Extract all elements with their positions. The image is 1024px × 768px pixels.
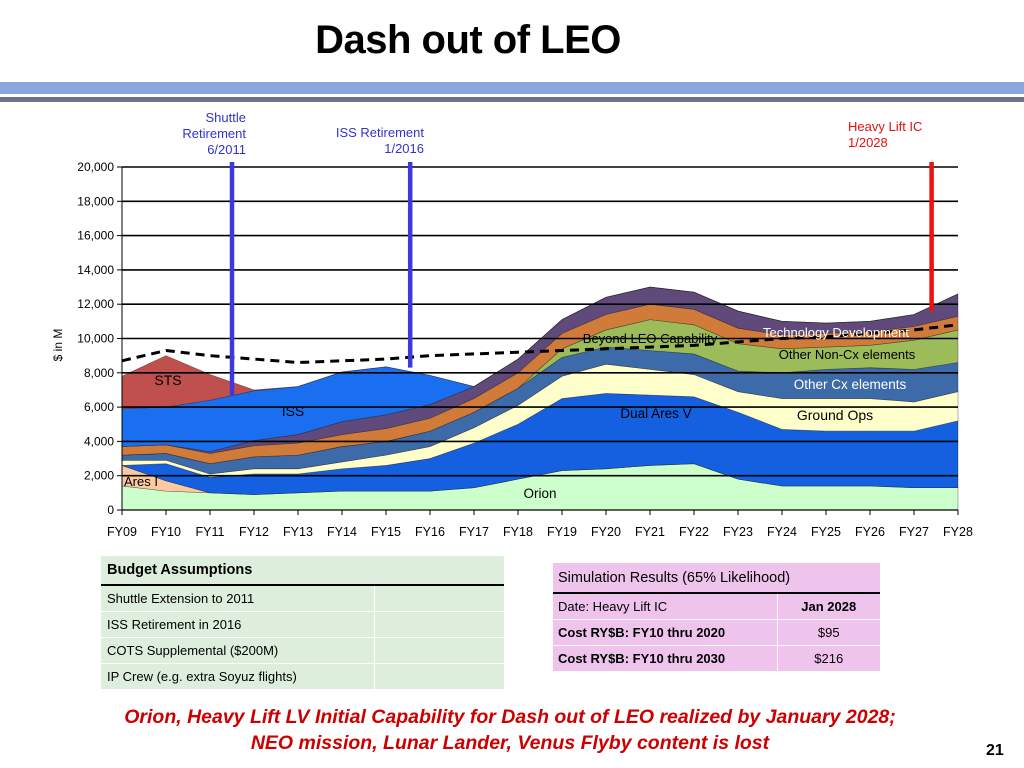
x-tick-label: FY24 [767, 525, 797, 539]
budget-cell: ISS Retirement in 2016 [101, 610, 374, 637]
iss-annotation-line1: ISS Retirement [335, 125, 424, 140]
sim-label-cell: Cost RY$B: FY10 thru 2030 [553, 644, 777, 671]
y-tick-label: 2,000 [84, 469, 114, 483]
x-tick-label: FY13 [283, 525, 313, 539]
budget-area-chart: 0 2,000 4,000 6,000 8,000 10,000 12,000 14,000 1… [51, 160, 973, 539]
table-row: COTS Supplemental ($200M) [101, 636, 504, 663]
area-series-group [121, 286, 959, 511]
x-tick-label: FY10 [151, 525, 181, 539]
budget-cell: IP Crew (e.g. extra Soyuz flights) [101, 662, 374, 689]
sim-label-cell: Date: Heavy Lift IC [553, 592, 777, 619]
slide-title: Dash out of LEO [315, 18, 621, 62]
sim-value-cell: $95 [776, 618, 880, 645]
x-tick-label: FY28 [943, 525, 973, 539]
divider-stripe-light [0, 82, 1024, 94]
x-tick-label: FY18 [503, 525, 533, 539]
y-tick-label: 18,000 [77, 194, 114, 208]
x-tick-label: FY19 [547, 525, 577, 539]
x-tick-label: FY25 [811, 525, 841, 539]
divider-stripe-dark [0, 97, 1024, 102]
y-tick-label: 14,000 [77, 263, 114, 277]
x-tick-label: FY27 [899, 525, 929, 539]
label-other-non-cx-elements: Other Non-Cx elements [779, 347, 916, 362]
shuttle-annotation-line1: Shuttle [205, 110, 246, 125]
x-tick-label: FY15 [371, 525, 401, 539]
table-row: IP Crew (e.g. extra Soyuz flights) [101, 662, 504, 689]
budget-header-row: Budget Assumptions [101, 556, 504, 586]
shuttle-retirement-annotation: Shuttle Retirement 6/2011 [160, 110, 246, 158]
x-tick-label: FY16 [415, 525, 445, 539]
label-beyond-leo-capability: Beyond LEO Capability [583, 331, 718, 346]
gridline-group [117, 166, 958, 511]
budget-cell: COTS Supplemental ($200M) [101, 636, 374, 663]
x-tick-label-group: FY09 FY10 FY11 FY12 FY13 FY14 FY15 FY16 FY17 FY18… [107, 510, 973, 539]
y-tick-label: 20,000 [77, 160, 114, 174]
iss-retirement-annotation: ISS Retirement 1/2016 [310, 125, 424, 157]
budget-empty-cell [373, 610, 504, 637]
footer-line-1: Orion, Heavy Lift LV Initial Capability … [124, 706, 896, 728]
label-sts: STS [154, 372, 181, 388]
label-dual-ares-v: Dual Ares V [620, 406, 691, 421]
budget-empty-cell [373, 584, 504, 611]
shuttle-annotation-line3: 6/2011 [207, 142, 246, 157]
budget-line-group [121, 323, 959, 365]
sim-value-cell: $216 [776, 644, 880, 671]
budget-assumptions-table: Budget Assumptions Shuttle Extension to … [101, 556, 504, 689]
y-tick-label: 6,000 [84, 400, 114, 414]
budget-header: Budget Assumptions [101, 556, 504, 586]
y-tick-label: 0 [107, 503, 114, 517]
heavy-annotation-line1: Heavy Lift IC [848, 119, 923, 134]
label-orion: Orion [523, 486, 556, 501]
table-row: Shuttle Extension to 2011 [101, 584, 504, 611]
sim-label-cell: Cost RY$B: FY10 thru 2020 [553, 618, 777, 645]
sim-header: Simulation Results (65% Likelihood) [553, 563, 880, 594]
y-tick-label-group: 0 2,000 4,000 6,000 8,000 10,000 12,000 14,000 1… [77, 160, 114, 517]
page-number: 21 [986, 742, 1004, 759]
x-tick-label: FY21 [635, 525, 665, 539]
table-row: Cost RY$B: FY10 thru 2020 $95 [553, 618, 880, 645]
x-tick-label: FY09 [107, 525, 137, 539]
x-tick-label: FY17 [459, 525, 489, 539]
x-tick-label: FY11 [196, 525, 225, 539]
iss-annotation-line2: 1/2016 [384, 141, 424, 156]
marker-line-group [229, 162, 934, 396]
y-tick-label: 4,000 [84, 434, 114, 448]
table-row: Date: Heavy Lift IC Jan 2028 [553, 592, 880, 619]
simulation-results-table: Simulation Results (65% Likelihood) Date… [553, 563, 880, 671]
heavy-lift-annotation: Heavy Lift IC 1/2028 [848, 119, 948, 151]
budget-empty-cell [373, 662, 504, 689]
x-tick-label: FY26 [855, 525, 885, 539]
sim-header-row: Simulation Results (65% Likelihood) [553, 563, 880, 594]
title-divider-bar [0, 82, 1024, 102]
label-technology-development: Technology Development [763, 325, 909, 340]
budget-empty-cell [373, 636, 504, 663]
label-other-cx-elements: Other Cx elements [794, 377, 907, 392]
x-tick-label: FY23 [723, 525, 753, 539]
y-tick-label: 16,000 [77, 229, 114, 243]
y-tick-label: 8,000 [84, 366, 114, 380]
series-label-group: STS ISS Ares I Orion Dual Ares V Ground Ops Ot… [124, 325, 916, 501]
x-tick-label: FY20 [591, 525, 621, 539]
y-tick-label: 10,000 [77, 332, 114, 346]
footer-conclusion: Orion, Heavy Lift LV Initial Capability … [30, 704, 990, 756]
budget-cell: Shuttle Extension to 2011 [101, 584, 374, 611]
x-tick-label: FY12 [239, 525, 269, 539]
divider-stripe-gap [0, 94, 1024, 97]
budget-dashed-line [121, 323, 959, 365]
x-tick-label: FY22 [679, 525, 709, 539]
label-ground-ops: Ground Ops [797, 407, 873, 423]
heavy-annotation-line2: 1/2028 [848, 135, 888, 150]
sim-value-cell: Jan 2028 [776, 592, 880, 619]
label-iss: ISS [282, 403, 305, 419]
y-tick-label: 12,000 [77, 297, 114, 311]
footer-line-2: NEO mission, Lunar Lander, Venus Flyby c… [250, 732, 770, 754]
shuttle-annotation-line2: Retirement [182, 126, 246, 141]
table-row: ISS Retirement in 2016 [101, 610, 504, 637]
y-axis-label: $ in M [51, 329, 65, 362]
label-ares-i: Ares I [124, 474, 158, 489]
table-row: Cost RY$B: FY10 thru 2030 $216 [553, 644, 880, 671]
x-tick-label: FY14 [327, 525, 357, 539]
